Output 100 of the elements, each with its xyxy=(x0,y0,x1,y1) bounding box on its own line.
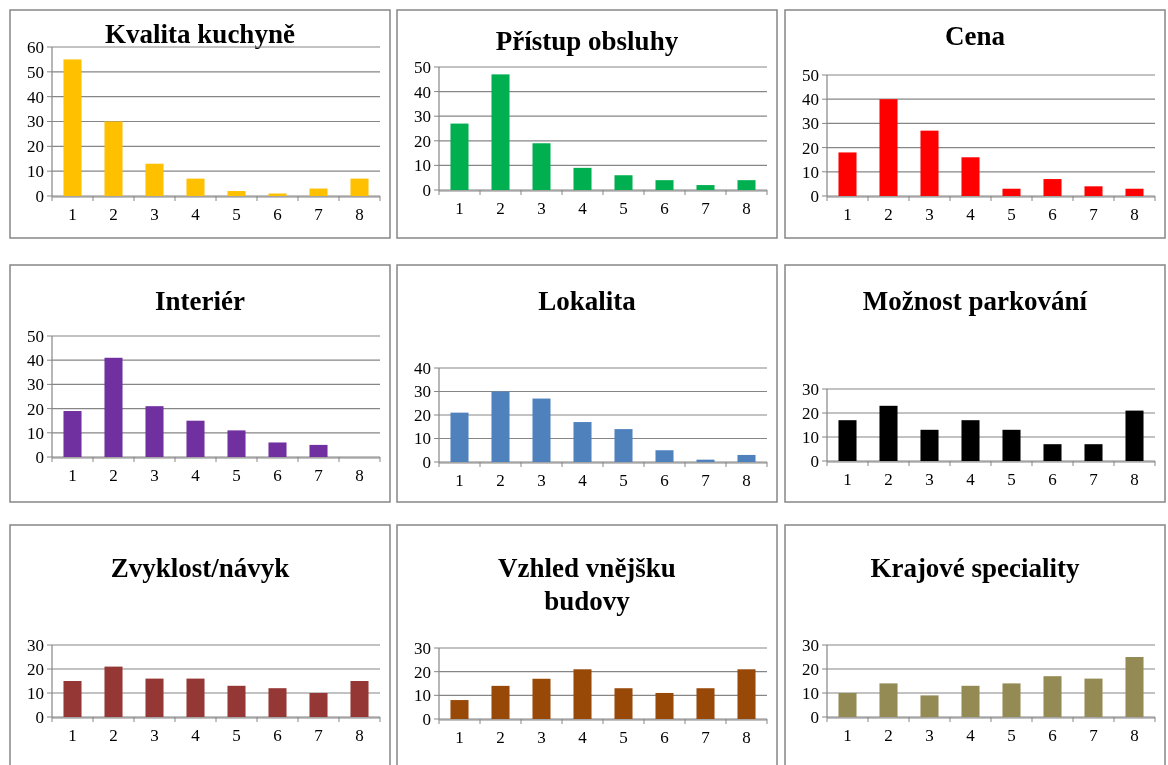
bar xyxy=(838,420,857,461)
x-tick-label: 8 xyxy=(742,199,751,218)
x-tick-label: 2 xyxy=(884,726,893,745)
x-tick-label: 8 xyxy=(355,205,364,224)
y-tick-label: 10 xyxy=(802,683,819,703)
bar xyxy=(1084,186,1103,196)
y-tick-label: 30 xyxy=(27,375,44,395)
bar xyxy=(1043,444,1062,461)
bar xyxy=(450,412,469,462)
x-tick-label: 3 xyxy=(925,726,934,745)
bar xyxy=(145,406,164,457)
x-tick-label: 3 xyxy=(925,205,934,224)
y-tick-label: 10 xyxy=(27,683,44,703)
y-tick-label: 0 xyxy=(35,707,44,727)
y-tick-label: 40 xyxy=(414,358,431,378)
x-tick-label: 7 xyxy=(1089,205,1099,224)
bar xyxy=(450,123,469,190)
y-tick-label: 30 xyxy=(802,379,819,399)
bar xyxy=(491,685,510,719)
x-tick-label: 1 xyxy=(455,471,464,490)
chart-title: Přístup obsluhy xyxy=(495,26,679,56)
x-tick-label: 6 xyxy=(660,728,669,747)
y-tick-label: 20 xyxy=(802,403,819,423)
x-tick-label: 6 xyxy=(1048,205,1057,224)
bar xyxy=(1125,410,1144,461)
bar xyxy=(879,99,898,196)
x-tick-label: 1 xyxy=(68,466,77,485)
x-tick-label: 2 xyxy=(884,205,893,224)
bar xyxy=(350,178,369,196)
x-tick-label: 4 xyxy=(578,471,588,490)
bar xyxy=(532,143,551,190)
x-tick-label: 6 xyxy=(1048,726,1057,745)
y-tick-label: 20 xyxy=(802,138,819,158)
x-tick-label: 1 xyxy=(68,205,77,224)
bar xyxy=(350,681,369,717)
y-tick-label: 10 xyxy=(414,429,431,449)
x-tick-label: 3 xyxy=(537,471,546,490)
x-tick-label: 5 xyxy=(619,471,628,490)
bar xyxy=(838,693,857,717)
bar xyxy=(961,685,980,717)
y-tick-label: 10 xyxy=(27,162,44,182)
x-tick-label: 5 xyxy=(619,199,628,218)
y-tick-label: 50 xyxy=(27,326,44,346)
bar xyxy=(104,357,123,457)
x-tick-label: 3 xyxy=(537,728,546,747)
bar xyxy=(268,442,287,457)
y-tick-label: 40 xyxy=(802,90,819,110)
bar xyxy=(1002,683,1021,717)
x-tick-label: 3 xyxy=(150,726,159,745)
y-tick-label: 30 xyxy=(802,635,819,655)
bar xyxy=(614,429,633,462)
chart-title: Zvyklost/návyk xyxy=(110,553,290,583)
y-tick-label: 20 xyxy=(414,662,431,682)
y-tick-label: 10 xyxy=(414,686,431,706)
x-tick-label: 7 xyxy=(314,726,324,745)
bar xyxy=(104,666,123,717)
y-tick-label: 20 xyxy=(27,659,44,679)
bar xyxy=(614,688,633,719)
bar xyxy=(696,459,715,462)
bar xyxy=(879,683,898,717)
y-tick-label: 40 xyxy=(414,82,431,102)
chart-title: Cena xyxy=(945,21,1006,51)
y-tick-label: 20 xyxy=(414,131,431,151)
y-tick-label: 30 xyxy=(27,112,44,132)
x-tick-label: 4 xyxy=(191,466,201,485)
chart-title: Lokalita xyxy=(538,286,637,316)
y-tick-label: 10 xyxy=(802,162,819,182)
bar xyxy=(573,167,592,190)
y-tick-label: 50 xyxy=(414,57,431,77)
x-tick-label: 1 xyxy=(455,728,464,747)
x-tick-label: 4 xyxy=(191,726,201,745)
y-tick-label: 20 xyxy=(802,659,819,679)
x-tick-label: 8 xyxy=(742,471,751,490)
bar xyxy=(450,700,469,719)
bar xyxy=(920,130,939,196)
bar xyxy=(145,163,164,196)
bar xyxy=(655,450,674,462)
x-tick-label: 3 xyxy=(150,205,159,224)
y-tick-label: 0 xyxy=(35,447,44,467)
bar xyxy=(920,695,939,717)
x-tick-label: 2 xyxy=(109,726,118,745)
bar xyxy=(532,678,551,719)
bar xyxy=(186,420,205,457)
x-tick-label: 7 xyxy=(701,728,711,747)
x-tick-label: 7 xyxy=(314,466,324,485)
x-tick-label: 3 xyxy=(537,199,546,218)
y-tick-label: 0 xyxy=(422,709,431,729)
y-tick-label: 10 xyxy=(414,156,431,176)
y-tick-label: 0 xyxy=(422,452,431,472)
x-tick-label: 5 xyxy=(232,466,241,485)
y-tick-label: 20 xyxy=(27,137,44,157)
bar xyxy=(1002,429,1021,461)
x-tick-label: 2 xyxy=(109,466,118,485)
x-tick-label: 2 xyxy=(496,199,505,218)
bar xyxy=(491,391,510,462)
bar xyxy=(614,175,633,190)
bar xyxy=(63,681,82,717)
y-tick-label: 40 xyxy=(27,87,44,107)
bar xyxy=(879,405,898,461)
x-tick-label: 2 xyxy=(884,470,893,489)
